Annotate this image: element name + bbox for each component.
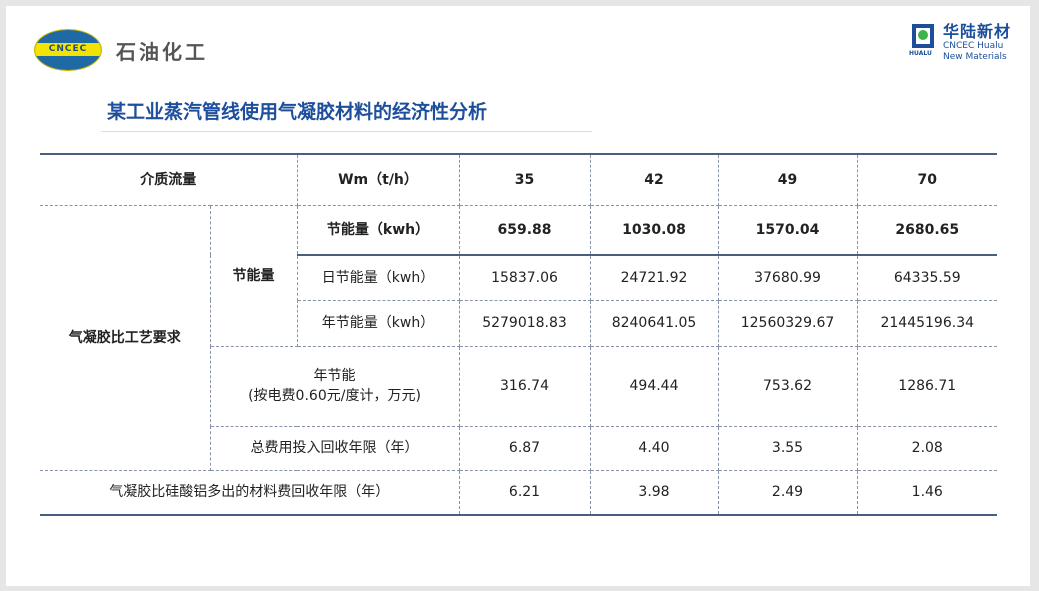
globe-icon: CNCEC	[34, 29, 102, 71]
row-label: 总费用投入回收年限（年）	[210, 425, 460, 471]
cell: 3.98	[589, 469, 719, 516]
row-label: 气凝胶比硅酸铝多出的材料费回收年限（年）	[40, 469, 460, 516]
row-label: 日节能量（kwh）	[297, 254, 460, 301]
cell: 4.40	[589, 425, 719, 471]
cell: 5279018.83	[458, 299, 591, 347]
page-title: 某工业蒸汽管线使用气凝胶材料的经济性分析	[107, 101, 488, 123]
row-label: 年节能 (按电费0.60元/度计，万元)	[210, 345, 460, 427]
cell: 64335.59	[856, 254, 997, 301]
cell: 12560329.67	[717, 299, 858, 347]
cell: 2.49	[717, 469, 858, 516]
table-row: 日节能量（kwh） 15837.06 24721.92 37680.99 643…	[40, 254, 997, 301]
cell: 316.74	[458, 345, 591, 427]
hualu-name-cn: 华陆新材	[943, 22, 1012, 41]
cell: 21445196.34	[856, 299, 997, 347]
hualu-mark-text: HUALU	[909, 50, 932, 57]
hualu-mark-icon: HUALU	[909, 24, 939, 57]
row-label: 年节能量（kwh）	[297, 299, 460, 347]
header-flow: 70	[856, 153, 997, 206]
table-row: 总费用投入回收年限（年） 6.87 4.40 3.55 2.08	[40, 425, 997, 471]
hualu-logo: HUALU 华陆新材 CNCEC Hualu New Materials	[909, 24, 1011, 62]
logo-name: 石油化工	[116, 39, 208, 64]
cell: 659.88	[458, 204, 591, 256]
header-flow: 49	[717, 153, 858, 206]
cncec-logo: CNCEC 石油化工	[34, 29, 208, 71]
cell: 24721.92	[589, 254, 719, 301]
row-label-line1: 年节能	[313, 368, 356, 384]
economic-analysis-table: 介质流量 Wm（t/h） 35 42 49 70 气凝胶比工艺要求 节能量 节能…	[40, 153, 997, 516]
cell: 1570.04	[717, 204, 858, 256]
sub-group-label: 节能量	[209, 204, 298, 347]
cell: 6.87	[458, 425, 591, 471]
cell: 2680.65	[856, 204, 997, 256]
cell: 37680.99	[717, 254, 858, 301]
hualu-name-en2: New Materials	[943, 52, 1007, 62]
cell: 753.62	[717, 345, 858, 427]
group-label: 气凝胶比工艺要求	[40, 204, 211, 471]
header-flow: 35	[458, 153, 591, 206]
cell: 15837.06	[458, 254, 591, 301]
table-row: 气凝胶比工艺要求 节能量 节能量（kwh） 659.88 1030.08 157…	[40, 204, 997, 471]
row-label-line2: (按电费0.60元/度计，万元)	[248, 388, 421, 404]
header-unit: Wm（t/h）	[296, 153, 460, 206]
cell: 1286.71	[856, 345, 997, 427]
table-header-row: 介质流量 Wm（t/h） 35 42 49 70	[40, 153, 997, 206]
cell: 2.08	[856, 425, 997, 471]
logo-mark-text: CNCEC	[48, 44, 88, 54]
row-label: 节能量（kwh）	[296, 204, 460, 256]
table-row: 气凝胶比硅酸铝多出的材料费回收年限（年） 6.21 3.98 2.49 1.46	[40, 469, 997, 516]
hualu-name-en1: CNCEC Hualu	[943, 41, 1004, 51]
header-flow: 42	[589, 153, 719, 206]
cell: 3.55	[717, 425, 858, 471]
header-medium-flow: 介质流量	[40, 153, 298, 206]
cell: 1030.08	[589, 204, 719, 256]
cell: 1.46	[856, 469, 997, 516]
cell: 494.44	[589, 345, 719, 427]
cell: 8240641.05	[589, 299, 719, 347]
cell: 6.21	[458, 469, 591, 516]
title-divider	[101, 131, 592, 132]
